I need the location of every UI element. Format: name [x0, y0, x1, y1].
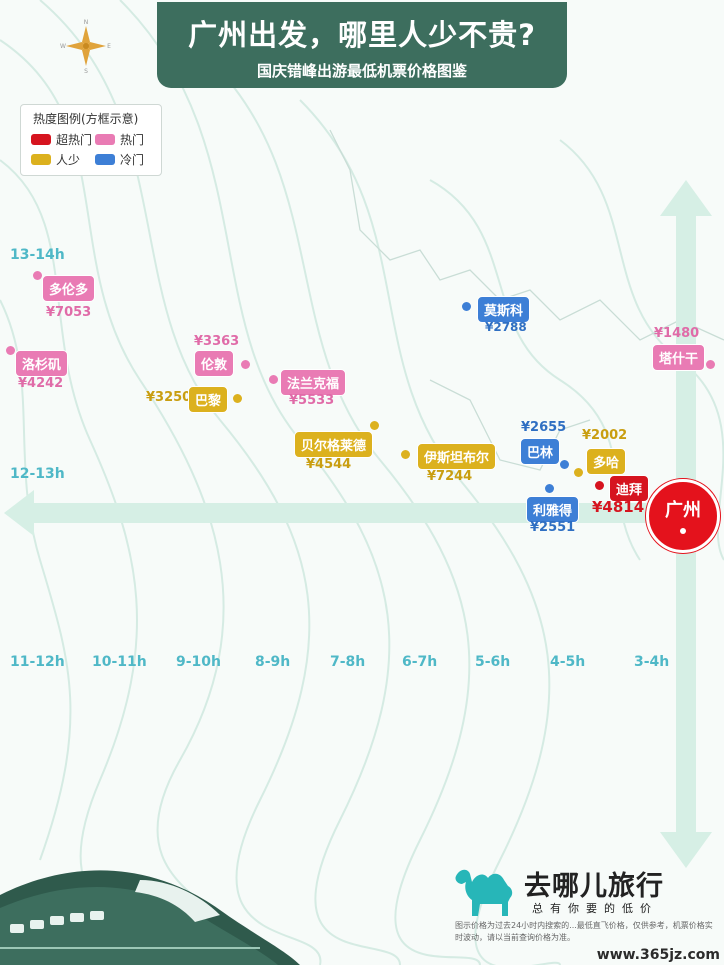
destination-tag-dubai[interactable]: 迪拜 — [609, 475, 650, 502]
origin-marker: 广州 — [646, 479, 720, 553]
destination-tag-moscow[interactable]: 莫斯科 — [477, 296, 531, 323]
train-illustration — [0, 870, 300, 965]
destination-price-dubai: ¥4814 — [592, 498, 645, 516]
compass-e: E — [107, 43, 111, 50]
time-label-9-10h: 9-10h — [176, 654, 222, 670]
destination-price-los-angeles: ¥4242 — [18, 376, 64, 391]
destination-price-bahrain: ¥2655 — [521, 420, 567, 435]
destination-dot — [462, 302, 471, 311]
footnote: 图示价格为过去24小时内搜索的...最低直飞价格，仅供参考，机票价格实时波动，请… — [455, 921, 713, 942]
compass-w: W — [60, 43, 66, 50]
destination-dot — [269, 375, 278, 384]
destination-dot — [33, 271, 42, 280]
heat-legend: 热度图例(方框示意) 超热门 热门 人少 冷门 — [20, 104, 162, 176]
destination-tag-frankfurt[interactable]: 法兰克福 — [280, 369, 347, 396]
legend-item-unpopular: 冷门 — [95, 151, 144, 168]
title-banner: 广州出发，哪里人少不贵? 国庆错峰出游最低机票价格图鉴 — [157, 2, 567, 88]
legend-label: 超热门 — [56, 133, 93, 147]
compass-icon: N E S W — [60, 19, 111, 74]
destination-tag-riyadh[interactable]: 利雅得 — [526, 496, 580, 523]
destination-dot — [6, 346, 15, 355]
legend-item-few-people: 人少 — [31, 151, 80, 168]
origin-dot — [680, 528, 686, 534]
destination-tag-toronto[interactable]: 多伦多 — [42, 275, 96, 302]
time-label-10-11h: 10-11h — [92, 654, 147, 670]
watermark: www.365jz.com — [596, 947, 720, 963]
destination-price-riyadh: ¥2551 — [530, 520, 576, 535]
compass-s: S — [84, 68, 88, 74]
destination-tag-belgrade[interactable]: 贝尔格莱德 — [294, 431, 374, 458]
destination-dot — [560, 460, 569, 469]
destination-tag-los-angeles[interactable]: 洛杉矶 — [15, 350, 69, 377]
legend-swatch — [95, 134, 115, 145]
destination-tag-tashkent[interactable]: 塔什干 — [652, 344, 706, 371]
time-label-13-14h: 13-14h — [10, 247, 65, 263]
destination-dot — [241, 360, 250, 369]
legend-label: 冷门 — [120, 153, 145, 167]
destination-tag-bahrain[interactable]: 巴林 — [520, 438, 561, 465]
origin-label: 广州 — [665, 500, 701, 521]
destination-price-paris: ¥3250 — [146, 390, 192, 405]
destination-dot — [595, 481, 604, 490]
legend-item-super-hot: 超热门 — [31, 131, 92, 148]
time-label-4-5h: 4-5h — [550, 654, 586, 670]
legend-item-hot: 热门 — [95, 131, 144, 148]
time-label-8-9h: 8-9h — [255, 654, 291, 670]
destination-dot — [706, 360, 715, 369]
brand-block: 去哪儿旅行 总有你要的低价 — [452, 862, 702, 922]
destination-dot — [233, 394, 242, 403]
legend-title: 热度图例(方框示意) — [33, 112, 139, 126]
destination-price-belgrade: ¥4544 — [306, 457, 352, 472]
destination-price-istanbul: ¥7244 — [427, 469, 473, 484]
brand-slogan: 总有你要的低价 — [532, 902, 658, 915]
legend-swatch — [31, 154, 51, 165]
destination-price-moscow: ¥2788 — [485, 320, 527, 334]
legend-label: 人少 — [56, 153, 81, 167]
destination-price-tashkent: ¥1480 — [654, 326, 700, 341]
time-label-5-6h: 5-6h — [475, 654, 511, 670]
page-subtitle: 国庆错峰出游最低机票价格图鉴 — [256, 62, 467, 80]
time-label-7-8h: 7-8h — [330, 654, 366, 670]
legend-swatch — [31, 134, 51, 145]
compass-n: N — [84, 19, 89, 26]
destination-dot — [370, 421, 379, 430]
destination-dot — [574, 468, 583, 477]
camel-logo-icon — [455, 869, 513, 916]
destination-tag-istanbul[interactable]: 伊斯坦布尔 — [417, 443, 497, 470]
time-label-11-12h: 11-12h — [10, 654, 65, 670]
time-label-6-7h: 6-7h — [402, 654, 438, 670]
brand-name: 去哪儿旅行 — [524, 871, 664, 902]
destination-price-frankfurt: ¥5533 — [289, 393, 335, 408]
destination-tag-paris[interactable]: 巴黎 — [188, 386, 229, 413]
time-label-3-4h: 3-4h — [634, 654, 670, 670]
destination-price-toronto: ¥7053 — [46, 305, 92, 320]
legend-label: 热门 — [120, 133, 145, 147]
time-label-12-13h: 12-13h — [10, 466, 65, 482]
destination-dot — [545, 484, 554, 493]
destination-price-london: ¥3363 — [194, 334, 240, 349]
destination-price-doha: ¥2002 — [582, 428, 628, 443]
destination-tag-doha[interactable]: 多哈 — [586, 448, 627, 475]
destination-tag-london[interactable]: 伦敦 — [194, 350, 235, 377]
legend-swatch — [95, 154, 115, 165]
page-title: 广州出发，哪里人少不贵? — [188, 18, 536, 52]
destination-dot — [401, 450, 410, 459]
